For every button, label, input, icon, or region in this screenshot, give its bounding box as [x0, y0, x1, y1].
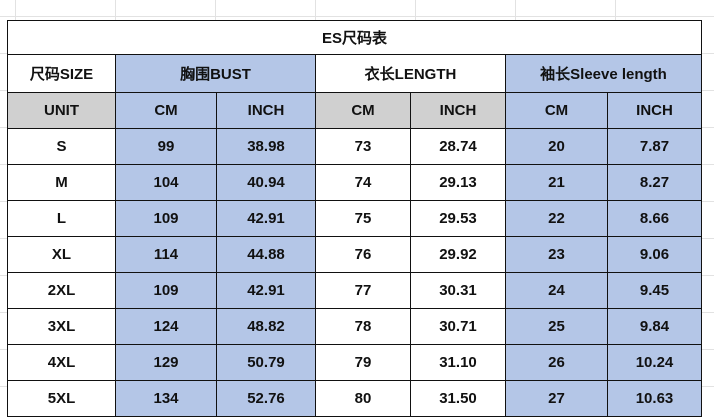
- cell-sleeve-inch: 8.27: [607, 164, 702, 201]
- header-length: 衣长LENGTH: [315, 54, 506, 93]
- cell-length-inch: 31.50: [410, 380, 506, 417]
- cell-sleeve-inch: 9.45: [607, 272, 702, 309]
- cell-sleeve-cm: 20: [505, 128, 608, 165]
- cell-bust-cm: 109: [115, 272, 217, 309]
- cell-bust-cm: 109: [115, 200, 217, 237]
- cell-sleeve-cm: 27: [505, 380, 608, 417]
- cell-bust-inch: 52.76: [216, 380, 316, 417]
- table-row: L 109 42.91 75 29.53 22 8.66: [7, 200, 702, 237]
- header-size: 尺码SIZE: [7, 54, 116, 93]
- table-row: 5XL 134 52.76 80 31.50 27 10.63: [7, 380, 702, 417]
- cell-sleeve-cm: 24: [505, 272, 608, 309]
- cell-sleeve-cm: 21: [505, 164, 608, 201]
- unit-bust-inch: INCH: [216, 92, 316, 129]
- cell-length-cm: 73: [315, 128, 411, 165]
- unit-sleeve-inch: INCH: [607, 92, 702, 129]
- table-row: XL 114 44.88 76 29.92 23 9.06: [7, 236, 702, 273]
- cell-sleeve-cm: 22: [505, 200, 608, 237]
- cell-bust-cm: 114: [115, 236, 217, 273]
- cell-bust-inch: 40.94: [216, 164, 316, 201]
- cell-sleeve-inch: 9.06: [607, 236, 702, 273]
- cell-bust-cm: 99: [115, 128, 217, 165]
- unit-bust-cm: CM: [115, 92, 217, 129]
- unit-label: UNIT: [7, 92, 116, 129]
- cell-length-cm: 76: [315, 236, 411, 273]
- cell-sleeve-inch: 7.87: [607, 128, 702, 165]
- cell-sleeve-cm: 25: [505, 308, 608, 345]
- cell-bust-cm: 124: [115, 308, 217, 345]
- cell-bust-inch: 48.82: [216, 308, 316, 345]
- header-bust: 胸围BUST: [115, 54, 316, 93]
- cell-length-cm: 78: [315, 308, 411, 345]
- cell-size: S: [7, 128, 116, 165]
- cell-sleeve-inch: 9.84: [607, 308, 702, 345]
- table-row: S 99 38.98 73 28.74 20 7.87: [7, 128, 702, 165]
- cell-bust-cm: 129: [115, 344, 217, 381]
- cell-length-inch: 30.71: [410, 308, 506, 345]
- cell-bust-cm: 104: [115, 164, 217, 201]
- table-title: ES尺码表: [7, 20, 702, 55]
- unit-length-cm: CM: [315, 92, 411, 129]
- cell-length-inch: 28.74: [410, 128, 506, 165]
- table-row: 4XL 129 50.79 79 31.10 26 10.24: [7, 344, 702, 381]
- cell-length-inch: 29.53: [410, 200, 506, 237]
- cell-bust-inch: 42.91: [216, 200, 316, 237]
- table-row: 2XL 109 42.91 77 30.31 24 9.45: [7, 272, 702, 309]
- cell-length-cm: 74: [315, 164, 411, 201]
- cell-size: XL: [7, 236, 116, 273]
- cell-bust-inch: 38.98: [216, 128, 316, 165]
- cell-length-cm: 79: [315, 344, 411, 381]
- unit-length-inch: INCH: [410, 92, 506, 129]
- cell-sleeve-cm: 26: [505, 344, 608, 381]
- cell-size: 5XL: [7, 380, 116, 417]
- cell-sleeve-cm: 23: [505, 236, 608, 273]
- cell-length-inch: 29.92: [410, 236, 506, 273]
- cell-size: M: [7, 164, 116, 201]
- unit-sleeve-cm: CM: [505, 92, 608, 129]
- cell-length-inch: 31.10: [410, 344, 506, 381]
- cell-sleeve-inch: 8.66: [607, 200, 702, 237]
- cell-length-inch: 29.13: [410, 164, 506, 201]
- cell-length-cm: 80: [315, 380, 411, 417]
- cell-bust-cm: 134: [115, 380, 217, 417]
- cell-sleeve-inch: 10.63: [607, 380, 702, 417]
- header-sleeve: 袖长Sleeve length: [505, 54, 702, 93]
- table-row: 3XL 124 48.82 78 30.71 25 9.84: [7, 308, 702, 345]
- cell-size: 3XL: [7, 308, 116, 345]
- cell-bust-inch: 44.88: [216, 236, 316, 273]
- cell-length-cm: 77: [315, 272, 411, 309]
- cell-bust-inch: 50.79: [216, 344, 316, 381]
- cell-bust-inch: 42.91: [216, 272, 316, 309]
- cell-size: 2XL: [7, 272, 116, 309]
- table-row: M 104 40.94 74 29.13 21 8.27: [7, 164, 702, 201]
- size-chart-table: ES尺码表 尺码SIZE 胸围BUST 衣长LENGTH 袖长Sleeve le…: [7, 20, 702, 417]
- cell-size: L: [7, 200, 116, 237]
- cell-size: 4XL: [7, 344, 116, 381]
- cell-length-inch: 30.31: [410, 272, 506, 309]
- cell-sleeve-inch: 10.24: [607, 344, 702, 381]
- cell-length-cm: 75: [315, 200, 411, 237]
